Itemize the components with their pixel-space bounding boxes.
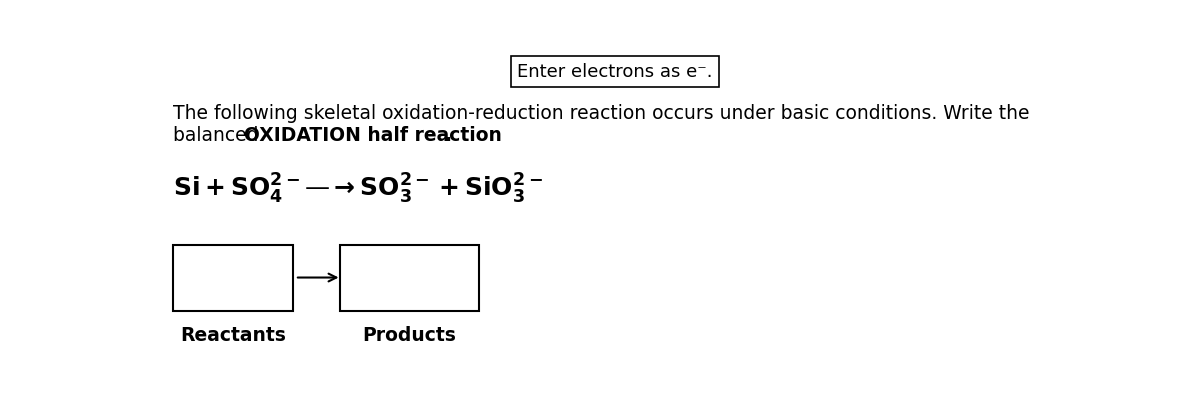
Text: Enter electrons as e⁻.: Enter electrons as e⁻. — [517, 63, 713, 81]
Text: OXIDATION half reaction: OXIDATION half reaction — [244, 126, 502, 145]
Text: .: . — [444, 126, 451, 145]
Bar — [173, 245, 293, 311]
Text: Reactants: Reactants — [180, 326, 287, 345]
Text: Products: Products — [362, 326, 456, 345]
Text: $\mathbf{Si + SO_4^{2-}}$—$\mathbf{\rightarrow}$$\mathbf{SO_3^{2-} + SiO_3^{2-}}: $\mathbf{Si + SO_4^{2-}}$—$\mathbf{\righ… — [173, 172, 544, 206]
Text: balanced: balanced — [173, 126, 265, 145]
Text: The following skeletal oxidation-reduction reaction occurs under basic condition: The following skeletal oxidation-reducti… — [173, 104, 1030, 123]
Bar — [340, 245, 479, 311]
